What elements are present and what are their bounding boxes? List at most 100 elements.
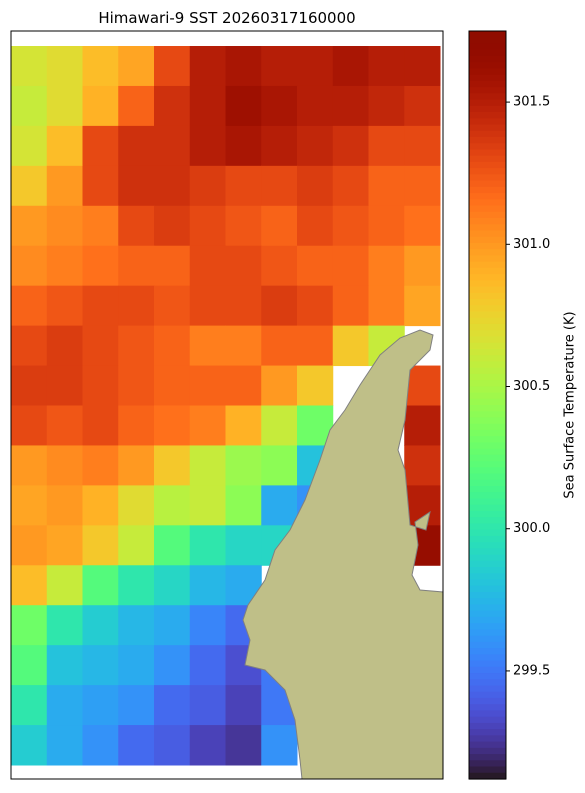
sst-cell — [332, 285, 369, 327]
sst-cell — [11, 205, 48, 247]
colorbar-tick-label: 301.5 — [513, 95, 550, 110]
sst-cell — [404, 445, 441, 486]
sst-cell — [261, 125, 298, 167]
colorbar-swatch — [469, 598, 506, 606]
colorbar-swatch — [469, 473, 506, 481]
colorbar-swatch — [469, 722, 506, 730]
colorbar-swatch — [469, 136, 506, 144]
sst-cell — [261, 485, 298, 526]
colorbar-swatch — [469, 641, 506, 649]
colorbar-tick-label: 300.5 — [513, 379, 550, 394]
colorbar-swatch — [469, 423, 506, 431]
colorbar-swatch — [469, 735, 506, 743]
colorbar-swatch — [469, 274, 506, 281]
colorbar-swatch — [469, 461, 506, 468]
sst-cell — [46, 405, 83, 446]
colorbar-swatch — [469, 766, 506, 774]
colorbar-swatch — [469, 498, 506, 506]
sst-cell — [225, 405, 262, 446]
colorbar-swatch — [469, 679, 506, 687]
colorbar-swatch — [469, 242, 506, 250]
sst-cell — [154, 685, 191, 726]
colorbar-swatch — [469, 292, 506, 300]
colorbar-swatch — [469, 648, 506, 655]
sst-cell — [297, 325, 334, 367]
sst-cell — [46, 605, 83, 646]
sst-cell — [404, 85, 441, 127]
colorbar-swatch — [469, 380, 506, 387]
colorbar-swatch — [469, 542, 506, 549]
sst-cell — [404, 285, 441, 327]
colorbar-swatch — [469, 710, 506, 718]
colorbar-swatch — [469, 143, 506, 151]
sst-cell — [332, 125, 369, 167]
colorbar-swatch — [469, 492, 506, 500]
colorbar-swatch — [469, 205, 506, 213]
sst-cell — [225, 165, 262, 207]
sst-cell — [189, 405, 226, 446]
sst-cell — [225, 725, 262, 766]
sst-cell — [118, 445, 155, 486]
sst-cell — [46, 46, 83, 87]
sst-cell — [189, 565, 226, 606]
colorbar-swatch — [469, 249, 506, 256]
sst-cell — [11, 605, 48, 646]
sst-cell — [154, 445, 191, 486]
colorbar-swatch — [469, 704, 506, 712]
colorbar-swatch — [469, 224, 506, 232]
sst-cell — [297, 245, 334, 287]
colorbar-swatch — [469, 37, 506, 45]
sst-cell — [118, 485, 155, 526]
colorbar-swatch — [469, 486, 506, 493]
sst-cell — [11, 645, 48, 686]
colorbar-swatch — [469, 635, 506, 643]
colorbar-swatch — [469, 560, 506, 568]
colorbar-swatch — [469, 454, 506, 462]
sst-cell — [11, 165, 48, 207]
colorbar-swatch — [469, 112, 506, 119]
sst-cell — [297, 205, 334, 247]
colorbar-tick-label: 299.5 — [513, 663, 550, 678]
sst-cell — [404, 46, 441, 87]
sst-cell — [261, 285, 298, 327]
colorbar-swatch — [469, 623, 506, 630]
sst-cell — [82, 685, 119, 726]
sst-cell — [189, 525, 226, 566]
sst-cell — [82, 485, 119, 526]
colorbar-swatch — [469, 130, 506, 138]
sst-cell — [154, 365, 191, 406]
sst-cell — [118, 365, 155, 406]
colorbar-swatch — [469, 405, 506, 412]
sst-cell — [154, 46, 191, 87]
colorbar-swatch — [469, 317, 506, 325]
colorbar-swatch — [469, 124, 506, 132]
sst-cell — [11, 245, 48, 287]
colorbar-swatch — [469, 49, 506, 57]
sst-cell — [11, 485, 48, 526]
sst-cell — [404, 205, 441, 247]
colorbar-swatch — [469, 267, 506, 275]
colorbar-swatch — [469, 760, 506, 768]
sst-cell — [46, 685, 83, 726]
sst-cell — [261, 85, 298, 127]
colorbar-swatch — [469, 118, 506, 126]
colorbar-swatch — [469, 448, 506, 456]
sst-cell — [225, 325, 262, 367]
colorbar-swatch — [469, 629, 506, 637]
colorbar-swatch — [469, 666, 506, 674]
colorbar-swatch — [469, 286, 506, 294]
colorbar-swatch — [469, 523, 506, 531]
sst-cell — [46, 645, 83, 686]
sst-cell — [46, 445, 83, 486]
sst-cell — [154, 285, 191, 327]
sst-cell — [82, 565, 119, 606]
colorbar-swatch — [469, 299, 506, 306]
sst-cell — [225, 485, 262, 526]
colorbar-swatch — [469, 168, 506, 175]
sst-cell — [82, 725, 119, 766]
sst-cell — [261, 245, 298, 287]
colorbar-swatch — [469, 348, 506, 356]
sst-cell — [332, 46, 369, 87]
sst-cell — [154, 125, 191, 167]
colorbar-swatch — [469, 355, 506, 362]
